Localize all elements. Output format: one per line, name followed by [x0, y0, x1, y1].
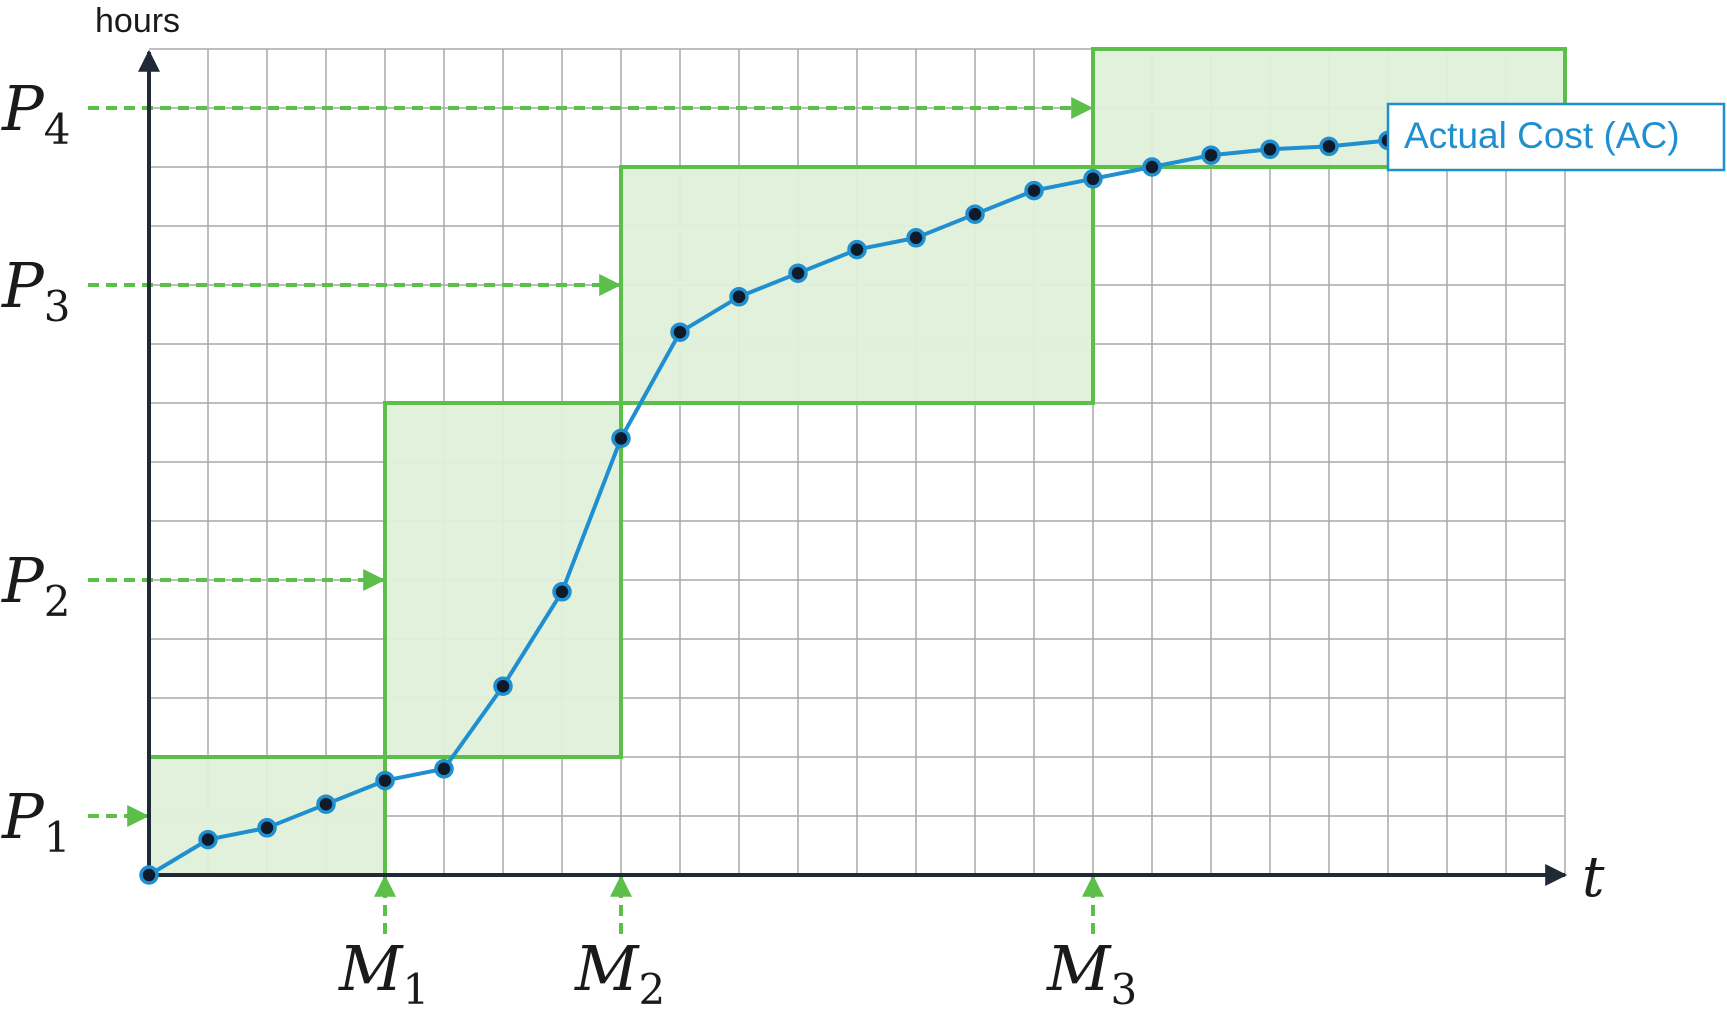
- ac-point: [1319, 136, 1339, 157]
- phase-label: P4: [1, 72, 70, 154]
- milestone-label: M2: [574, 932, 665, 1013]
- ac-point: [1024, 180, 1044, 201]
- planned-block: [383, 401, 623, 759]
- ac-point: [198, 829, 218, 850]
- planned-block: [147, 755, 387, 877]
- planned-blocks: [147, 47, 1567, 877]
- ac-point: [552, 582, 572, 602]
- legend-box: [1386, 102, 1726, 172]
- ac-point: [1260, 139, 1280, 160]
- phase-label: P1: [1, 780, 70, 862]
- ac-point: [493, 676, 513, 696]
- ac-point: [729, 287, 749, 307]
- ac-point: [139, 865, 159, 885]
- phase-milestone-labels: P1 P2 P3 P4 M1 M2 M3: [1, 72, 1137, 1013]
- ac-point: [375, 770, 395, 791]
- ac-point: [1142, 157, 1162, 177]
- milestone-label: M1: [338, 932, 429, 1013]
- y-axis-label: hours: [95, 2, 180, 40]
- ac-point: [316, 794, 336, 814]
- ac-point: [257, 818, 277, 838]
- ac-point: [906, 228, 926, 248]
- ac-point: [434, 759, 454, 779]
- planned-block: [619, 165, 1095, 405]
- x-axis-label: t: [1582, 845, 1605, 910]
- ac-point: [847, 239, 867, 260]
- ac-point: [788, 263, 808, 283]
- legend-label-actual-cost: Actual Cost (AC): [1404, 115, 1680, 156]
- legend: Actual Cost (AC): [1386, 102, 1726, 172]
- phase-label: P2: [1, 544, 70, 626]
- ac-point: [1201, 145, 1221, 165]
- milestone-label: M3: [1046, 932, 1137, 1013]
- ac-point: [1083, 169, 1103, 189]
- ac-point: [670, 322, 690, 342]
- phase-label: P3: [1, 249, 70, 331]
- series-actual-cost: [139, 124, 1457, 885]
- reference-arrows: [88, 97, 1104, 934]
- ac-point: [611, 428, 631, 449]
- axes: hours t: [95, 2, 1605, 910]
- ac-point: [965, 204, 985, 224]
